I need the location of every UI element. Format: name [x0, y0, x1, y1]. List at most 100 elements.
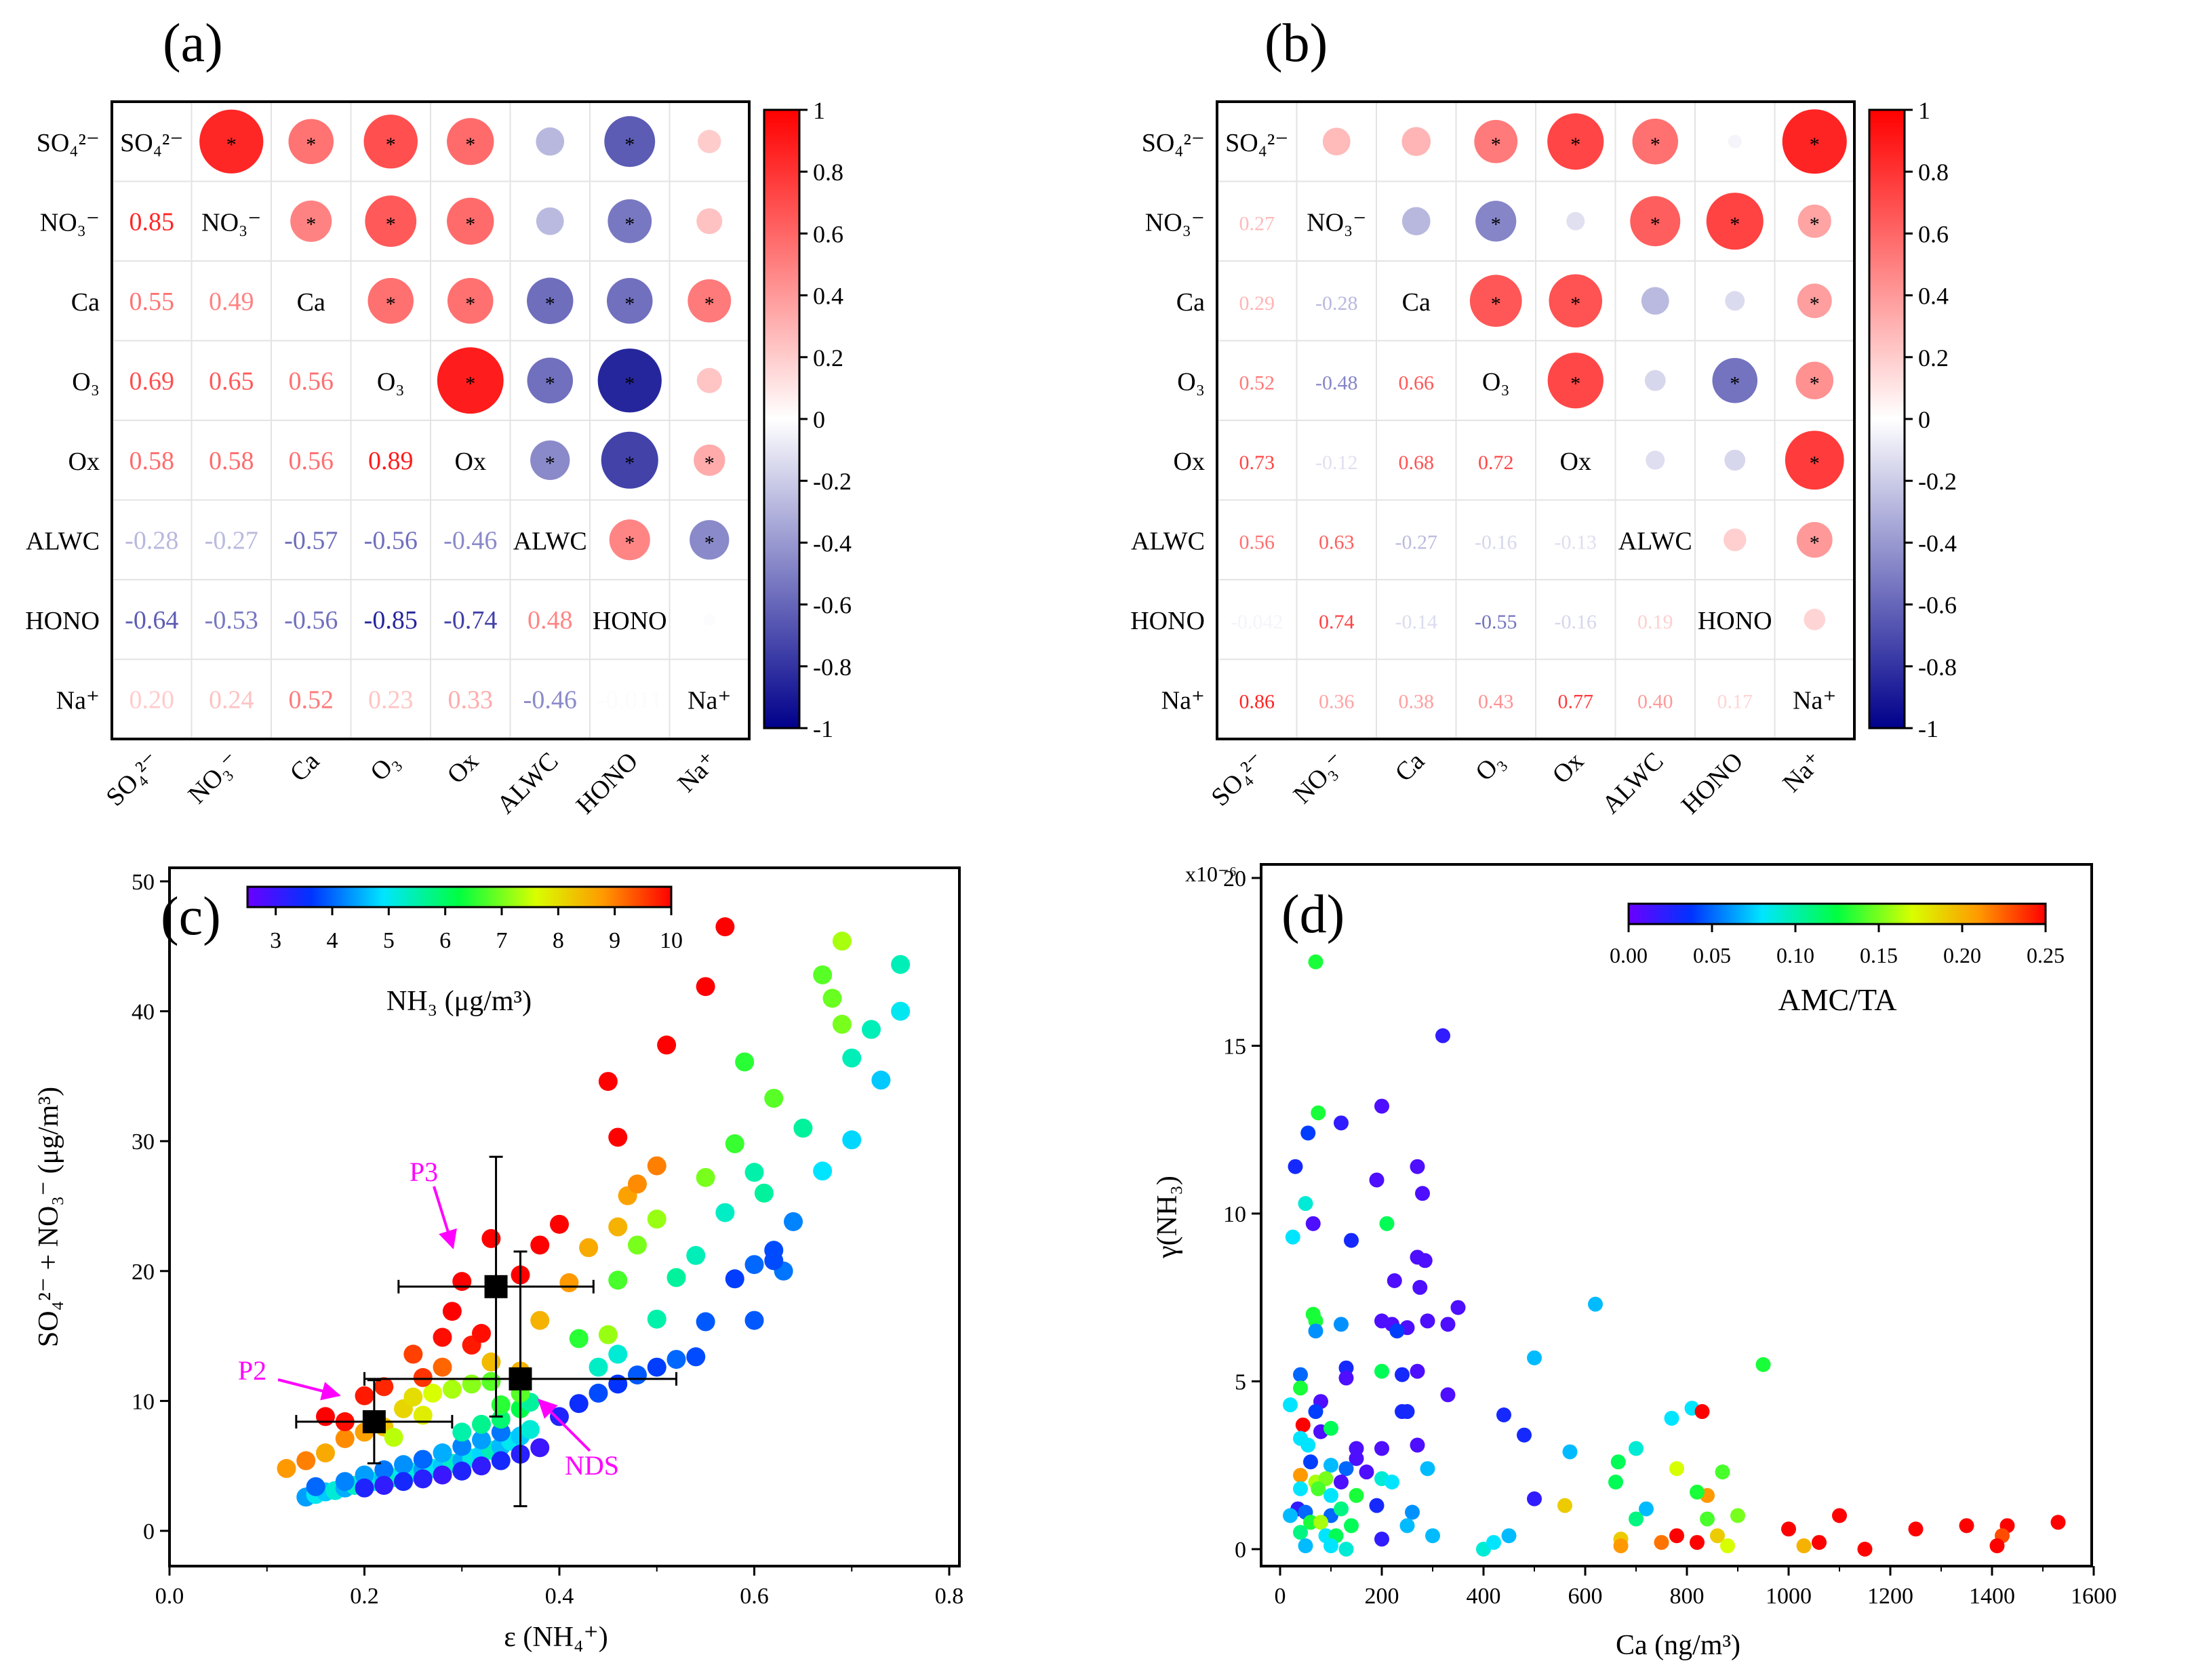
data-point — [1629, 1441, 1644, 1456]
correlation-value: 0.56 — [289, 367, 334, 395]
y-tick-label: 20 — [1223, 866, 1246, 892]
data-point — [1720, 1538, 1735, 1554]
data-point — [598, 1072, 618, 1092]
correlation-circle — [1646, 450, 1665, 470]
panel-label-a: (a) — [163, 14, 223, 73]
correlation-value: 0.38 — [1399, 690, 1435, 713]
data-point — [1298, 1538, 1313, 1554]
correlation-circle — [1785, 431, 1844, 490]
significance-marker: * — [704, 532, 715, 554]
diagonal-label: Na⁺ — [1793, 686, 1836, 715]
colorbar-tick-label: 0.00 — [1610, 943, 1648, 967]
significance-marker: * — [1570, 372, 1580, 395]
data-point — [628, 1235, 647, 1255]
data-point — [355, 1478, 374, 1498]
row-label: Ox — [1174, 447, 1205, 476]
data-point — [657, 1035, 677, 1055]
significance-marker: * — [624, 293, 635, 315]
significance-marker: * — [386, 134, 396, 156]
correlation-circle — [1547, 113, 1604, 170]
correlation-circle — [437, 347, 504, 414]
data-point — [842, 1048, 862, 1068]
data-point — [1588, 1296, 1603, 1312]
matrix-frame — [111, 100, 751, 740]
correlation-value: 0.29 — [1239, 292, 1275, 315]
correlation-circle — [1724, 449, 1746, 471]
scatter-panel-c: 0.0 0.2 0.4 0.6 0.8 0 10 20 30 40 50 3 4 5 6 7 8 9 10 NH₃… — [33, 866, 963, 1653]
diagonal-label: Ca — [1402, 288, 1431, 317]
data-point — [1338, 1542, 1354, 1557]
data-point — [472, 1430, 491, 1449]
data-point — [1293, 1481, 1308, 1496]
correlation-value: 0.65 — [209, 367, 254, 395]
data-point — [374, 1460, 394, 1479]
significance-marker: * — [1491, 213, 1501, 235]
colorbar-c-gradient — [246, 885, 673, 908]
data-point — [1710, 1528, 1725, 1544]
colorbar-tick-label: 0.6 — [813, 220, 843, 247]
y-tick-label: 0 — [143, 1519, 155, 1544]
data-point — [647, 1357, 666, 1377]
correlation-value: -0.16 — [1555, 611, 1597, 633]
data-point — [822, 988, 842, 1008]
data-point — [1796, 1538, 1812, 1554]
correlation-circle — [1728, 134, 1742, 148]
significance-marker: * — [1650, 134, 1660, 156]
data-point — [472, 1456, 491, 1476]
correlation-value: -0.042 — [1231, 611, 1283, 633]
correlation-value: 0.19 — [1637, 611, 1673, 633]
correlation-circle — [1804, 608, 1826, 631]
data-point — [1334, 1115, 1349, 1131]
arrow-nds — [538, 1399, 591, 1452]
data-point — [1664, 1410, 1679, 1426]
correlation-value: 0.73 — [1239, 452, 1275, 474]
data-point — [1334, 1317, 1349, 1332]
data-point — [1410, 1437, 1425, 1453]
x-tick-label: 0.6 — [740, 1584, 769, 1609]
colorbar-tick-label: 5 — [383, 928, 395, 953]
correlation-circle — [696, 208, 723, 235]
colorbar-d-label: AMC/TA — [1778, 982, 1896, 1017]
data-point — [1349, 1487, 1364, 1503]
data-point — [862, 1020, 881, 1039]
x-tick-label: 0.4 — [545, 1584, 574, 1609]
data-point — [1300, 1125, 1316, 1141]
correlation-value: 0.66 — [1399, 372, 1435, 394]
data-point — [1410, 1159, 1425, 1174]
significance-marker: * — [1810, 372, 1820, 395]
data-point — [715, 1203, 735, 1222]
annotation-p3: P3 — [410, 1157, 438, 1187]
xlabel-c: ε (NH₄⁺) — [504, 1622, 608, 1653]
correlation-circle — [1644, 369, 1666, 391]
correlation-value: -0.55 — [1475, 611, 1517, 633]
data-point — [608, 1217, 628, 1237]
data-point — [813, 965, 833, 984]
significance-marker: * — [386, 293, 396, 315]
data-point — [696, 1167, 715, 1187]
data-point — [1293, 1525, 1308, 1540]
data-point — [1399, 1518, 1415, 1534]
correlation-value: 0.23 — [368, 685, 414, 714]
data-point — [1440, 1387, 1456, 1403]
data-point — [647, 1156, 666, 1176]
data-point — [813, 1161, 833, 1181]
correlation-value: 0.52 — [1239, 372, 1275, 394]
data-point — [1608, 1475, 1623, 1489]
data-point — [2050, 1515, 2066, 1530]
data-point — [374, 1377, 394, 1397]
colorbar-d-gradient — [1627, 902, 2047, 925]
data-point — [1654, 1535, 1669, 1551]
x-tick-label: 1400 — [1969, 1584, 2015, 1609]
data-point — [1629, 1511, 1644, 1527]
significance-marker: * — [545, 452, 555, 475]
colorbar-c-label: NH₃ (μg/m³) — [386, 986, 532, 1017]
correlation-value: 0.43 — [1478, 690, 1514, 713]
correlation-value: -0.16 — [1475, 531, 1517, 553]
colorbar-tick-label: -0.8 — [1918, 654, 1957, 681]
significance-marker: * — [1810, 293, 1820, 315]
axes-d: 0 200 400 600 800 1000 1200 1400 1600 0 5 10 15 20 — [1223, 866, 2117, 1609]
data-point — [1313, 1515, 1328, 1530]
column-label: Ca — [285, 747, 325, 788]
data-point — [423, 1383, 443, 1403]
data-point — [1308, 954, 1323, 969]
